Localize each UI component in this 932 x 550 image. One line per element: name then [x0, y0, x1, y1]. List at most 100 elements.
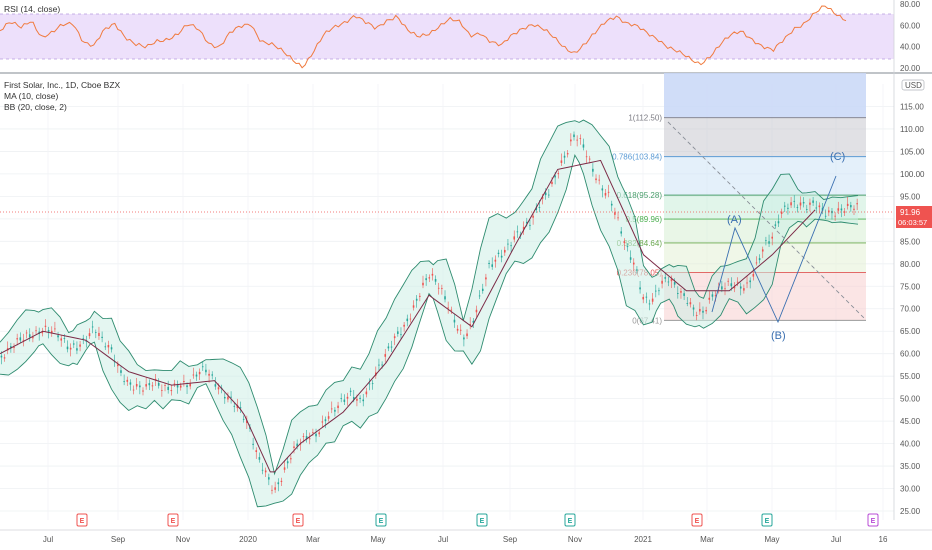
candle-body — [535, 207, 538, 210]
candle-body — [447, 307, 449, 309]
last-price-badge — [896, 206, 932, 228]
candle-body — [47, 330, 50, 332]
earnings-event-1[interactable]: E — [167, 513, 179, 527]
time-axis[interactable]: Jul Sep Nov 2020 Mar May Jul Sep Nov 2021 Mar May Ju… — [0, 529, 932, 544]
wave-line[interactable] — [711, 175, 837, 324]
earnings-marker[interactable] — [292, 513, 304, 527]
candle-body — [393, 336, 396, 339]
candle-body — [488, 262, 490, 264]
fib-zone — [664, 117, 866, 157]
candle-body — [645, 296, 648, 298]
candle-body — [532, 215, 534, 218]
candle-body — [765, 240, 767, 242]
earnings-event-0[interactable]: E — [76, 513, 88, 527]
wave-label-a[interactable]: (A) — [727, 214, 742, 226]
candle-body — [63, 337, 66, 339]
x-tick-label: Nov — [176, 535, 190, 544]
wave-label-c[interactable]: (C) — [830, 151, 845, 163]
candle-body — [315, 433, 317, 437]
candle-body — [362, 399, 365, 402]
earnings-event-8[interactable]: E — [867, 513, 879, 527]
candle-body — [642, 296, 645, 300]
y-tick-label: 45.00 — [900, 417, 921, 426]
earnings-marker[interactable] — [564, 513, 576, 527]
candle-body — [117, 364, 119, 367]
candle-body — [541, 197, 544, 199]
earnings-event-7[interactable]: E — [761, 513, 773, 527]
trend-line-dashed[interactable] — [667, 121, 867, 321]
candle-body — [352, 397, 355, 400]
price-axis[interactable]: USD 115.00110.00105.00100.0095.0090.0085… — [893, 0, 932, 520]
candle-body — [651, 298, 654, 302]
candle-body — [132, 389, 135, 391]
x-tick-label: Jul — [438, 535, 448, 544]
candle-body — [529, 224, 531, 226]
candle-body — [192, 374, 195, 376]
candle-body — [670, 279, 673, 282]
candle-body — [397, 331, 399, 334]
candle-body — [551, 181, 553, 185]
candle-body — [548, 194, 550, 196]
earnings-event-4[interactable]: E — [476, 513, 488, 527]
x-tick-label: Mar — [306, 535, 320, 544]
earnings-marker[interactable] — [375, 513, 387, 527]
candle-body — [252, 443, 254, 445]
candle-body — [32, 337, 34, 339]
candle-body — [459, 329, 462, 331]
earnings-event-3[interactable]: E — [375, 513, 387, 527]
candle-body — [491, 264, 494, 267]
candle-body — [110, 347, 113, 350]
y-tick-labels: 115.00110.00105.00100.0095.0090.0085.008… — [900, 102, 925, 516]
candle-body — [286, 461, 289, 464]
candle-body — [629, 257, 632, 260]
candle-body — [431, 273, 434, 276]
candle-body — [22, 339, 25, 341]
candle-body — [544, 192, 547, 196]
x-tick-label: Jul — [831, 535, 841, 544]
rsi-tick-label: 80.00 — [900, 0, 921, 9]
candle-body — [513, 236, 516, 240]
candle-body — [758, 258, 761, 261]
candle-body — [837, 208, 840, 211]
candle-body — [167, 386, 169, 390]
candle-body — [601, 188, 604, 191]
earnings-event-2[interactable]: E — [292, 513, 304, 527]
earnings-marker[interactable] — [476, 513, 488, 527]
candle-body — [494, 259, 497, 262]
candle-body — [330, 408, 333, 410]
candle-body — [444, 296, 446, 300]
earnings-marker[interactable] — [76, 513, 88, 527]
candle-body — [148, 383, 151, 386]
candle-body — [554, 175, 556, 178]
candle-body — [623, 241, 626, 244]
y-tick-label: 70.00 — [900, 305, 921, 314]
earnings-marker[interactable] — [761, 513, 773, 527]
y-tick-label: 110.00 — [900, 125, 924, 134]
candle-body — [453, 319, 456, 323]
candle-body — [516, 231, 519, 233]
candle-body — [0, 355, 3, 358]
earnings-marker[interactable] — [867, 513, 879, 527]
earnings-event-5[interactable]: E — [564, 513, 576, 527]
candle-body — [677, 293, 679, 295]
candle-body — [324, 419, 327, 422]
x-tick-label: 2020 — [239, 535, 257, 544]
fib-level-label: 0.618(95.28) — [617, 191, 663, 200]
y-tick-label: 95.00 — [900, 192, 921, 201]
candle-body — [201, 366, 204, 368]
candle-body — [790, 202, 792, 206]
candle-body — [54, 328, 56, 330]
earnings-marker[interactable] — [167, 513, 179, 527]
candle-body — [761, 249, 764, 252]
x-tick-label: 16 — [879, 535, 888, 544]
candle-body — [337, 405, 339, 409]
earnings-event-6[interactable]: E — [691, 513, 703, 527]
earnings-marker[interactable] — [691, 513, 703, 527]
earnings-marker-label: E — [480, 518, 485, 525]
wave-label-b[interactable]: (B) — [771, 330, 786, 342]
candle-body — [10, 346, 12, 349]
candle-body — [308, 438, 311, 440]
candle-body — [198, 371, 201, 375]
